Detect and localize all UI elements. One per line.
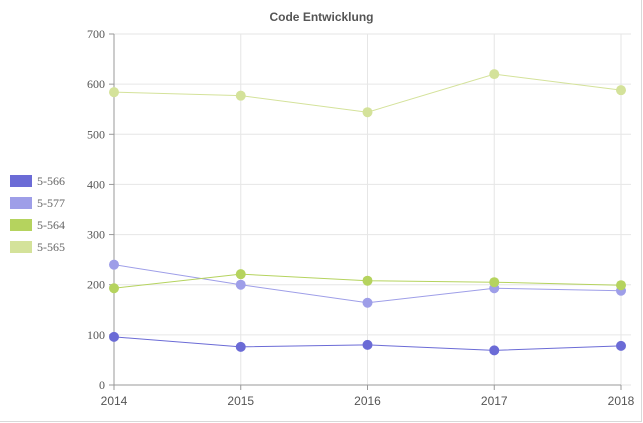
data-point-5-565 — [616, 85, 626, 96]
legend-item-5-564[interactable]: 5-564 — [10, 214, 65, 236]
x-tick-label: 2014 — [101, 394, 128, 408]
data-point-5-565 — [489, 69, 500, 80]
chart-series — [109, 69, 626, 356]
x-tick-label: 2016 — [354, 394, 381, 408]
legend-label: 5-564 — [37, 217, 65, 232]
data-point-5-565 — [362, 107, 373, 118]
y-tick-label: 300 — [87, 228, 105, 242]
data-point-5-566 — [109, 331, 119, 342]
data-point-5-565 — [109, 87, 119, 98]
chart-title: Code Entwicklung — [269, 10, 374, 24]
y-tick-label: 600 — [87, 77, 105, 91]
data-point-5-564 — [489, 277, 500, 288]
x-tick-label: 2018 — [608, 394, 635, 408]
y-tick-label: 500 — [87, 127, 105, 141]
y-tick-label: 700 — [87, 27, 105, 41]
data-point-5-564 — [616, 280, 626, 291]
legend-item-5-566[interactable]: 5-566 — [10, 170, 65, 192]
legend-swatch — [10, 197, 32, 209]
data-point-5-566 — [235, 341, 246, 352]
y-tick-label: 0 — [99, 378, 105, 392]
data-point-5-577 — [362, 297, 373, 308]
legend-label: 5-566 — [37, 173, 65, 188]
x-tick-label: 2015 — [227, 394, 254, 408]
legend-label: 5-565 — [37, 239, 65, 254]
legend-label: 5-577 — [37, 195, 65, 210]
data-point-5-564 — [362, 275, 373, 286]
x-tick-label: 2017 — [481, 394, 508, 408]
legend-swatch — [10, 175, 32, 187]
data-point-5-577 — [235, 279, 246, 290]
chart-axes: 0 100 200 300 400 500 600 700 2014 2015 2016 2017 20… — [87, 27, 635, 408]
chart-legend: 5-566 5-577 5-564 5-565 — [10, 170, 65, 258]
chart-grid — [113, 33, 631, 386]
data-point-5-565 — [235, 90, 246, 101]
data-point-5-577 — [109, 259, 119, 270]
data-point-5-566 — [616, 340, 626, 351]
data-point-5-564 — [235, 269, 246, 280]
legend-swatch — [10, 219, 32, 231]
legend-item-5-565[interactable]: 5-565 — [10, 236, 65, 258]
data-point-5-564 — [109, 283, 119, 294]
y-tick-label: 100 — [87, 328, 105, 342]
y-tick-label: 400 — [87, 177, 105, 191]
data-point-5-566 — [362, 339, 373, 350]
data-point-5-566 — [489, 345, 500, 356]
legend-swatch — [10, 241, 32, 253]
y-tick-label: 200 — [87, 278, 105, 292]
legend-item-5-577[interactable]: 5-577 — [10, 192, 65, 214]
